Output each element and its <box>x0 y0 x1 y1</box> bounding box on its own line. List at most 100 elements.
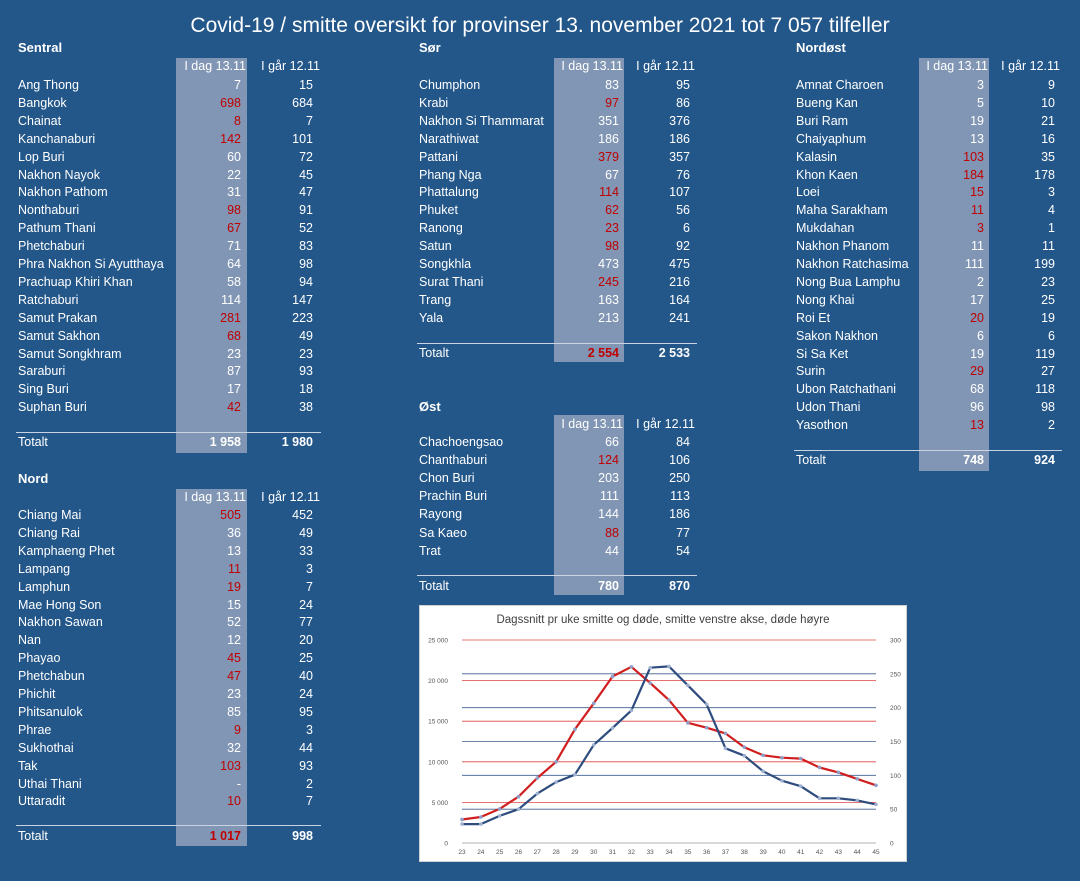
table-row: Pattani 379 357 <box>417 148 697 166</box>
table-row: Surat Thani 245 216 <box>417 273 697 291</box>
table-row: Sa Kaeo 88 77 <box>417 524 697 542</box>
cases-yesterday: 33 <box>299 543 313 558</box>
x-tick-label: 32 <box>628 849 636 856</box>
province-name: Prachuap Khiri Khan <box>18 274 133 289</box>
cases-today: 60 <box>227 149 241 164</box>
table-row: Narathiwat 186 186 <box>417 130 697 148</box>
cases-today: 114 <box>221 292 241 307</box>
cases-yesterday: 95 <box>676 78 690 92</box>
table-row: Phuket 62 56 <box>417 201 697 219</box>
cases-today: 17 <box>970 292 984 307</box>
cases-today: 88 <box>605 525 619 540</box>
cases-today: 6 <box>977 328 984 343</box>
cases-yesterday: 250 <box>669 471 690 486</box>
table-row: Phetchabun 47 40 <box>16 667 321 685</box>
region-title: Nord <box>18 471 49 486</box>
cases-today: 15 <box>970 185 984 200</box>
cases-yesterday: 77 <box>299 615 313 630</box>
deaths-point <box>761 769 765 774</box>
table-row: Samut Songkhram 23 23 <box>16 345 321 363</box>
deaths-point <box>686 683 690 688</box>
total-yesterday: 924 <box>1034 453 1055 467</box>
province-name: Phra Nakhon Si Ayutthaya <box>18 257 164 271</box>
deaths-point <box>573 772 577 777</box>
table-row: Satun 98 92 <box>417 237 697 255</box>
col-header-yesterday: I går 12.11 <box>636 417 695 431</box>
weekly-average-chart: Dagssnitt pr uke smitte og døde, smitte … <box>419 605 907 862</box>
table-row: Phang Nga 67 76 <box>417 166 697 184</box>
total-label: Totalt <box>419 579 449 593</box>
deaths-point <box>497 814 502 818</box>
cases-today: 13 <box>227 543 241 558</box>
cases-yesterday: 15 <box>299 78 313 92</box>
province-name: Phuket <box>419 203 458 218</box>
deaths-point <box>836 796 841 801</box>
province-name: Chon Buri <box>419 471 475 486</box>
cases-today: - <box>236 776 241 791</box>
cases-yesterday: 92 <box>676 239 690 254</box>
today-column-highlight <box>176 489 247 846</box>
cases-today: 3 <box>977 78 984 92</box>
x-tick-label: 40 <box>778 849 786 856</box>
table-row: Rayong 144 186 <box>417 505 697 523</box>
x-tick-label: 38 <box>741 849 749 856</box>
cases-today: 42 <box>227 400 241 415</box>
col-header-yesterday: I går 12.11 <box>261 59 320 73</box>
cases-today: 245 <box>598 274 619 289</box>
province-name: Chaiyaphum <box>796 131 867 146</box>
province-name: Amnat Charoen <box>796 78 884 92</box>
cases-today: 12 <box>227 633 241 648</box>
province-name: Rayong <box>419 507 463 522</box>
cases-yesterday: 452 <box>292 508 313 522</box>
x-tick-label: 43 <box>835 849 843 856</box>
deaths-point <box>535 791 540 796</box>
infections-point <box>479 815 483 819</box>
col-header-today: I dag 13.11 <box>184 59 246 73</box>
cases-today: 67 <box>227 221 241 236</box>
cases-today: 29 <box>970 364 984 379</box>
province-name: Chainat <box>18 113 62 128</box>
total-label: Totalt <box>796 453 826 467</box>
province-name: Maha Sarakham <box>796 203 888 218</box>
infections-point <box>648 681 652 685</box>
cases-today: 85 <box>227 704 241 719</box>
province-name: Kalasin <box>796 149 837 164</box>
table-row: Nakhon Nayok 22 45 <box>16 166 321 184</box>
table-row: Mae Hong Son 15 24 <box>16 596 321 614</box>
cases-yesterday: 147 <box>292 292 313 307</box>
table-row: Phrae 9 3 <box>16 721 321 739</box>
table-row: Ratchaburi 114 147 <box>16 291 321 309</box>
x-tick-label: 34 <box>665 849 673 856</box>
total-row: Totalt 748 924 <box>794 451 1062 469</box>
table-row: Lamphun 19 7 <box>16 578 321 596</box>
cases-today: 68 <box>227 328 241 343</box>
infections-point <box>535 776 540 780</box>
cases-today: 36 <box>227 525 241 540</box>
today-column-highlight <box>919 58 989 471</box>
cases-yesterday: 9 <box>1048 78 1055 92</box>
table-row: Phetchaburi 71 83 <box>16 237 321 255</box>
province-name: Lop Buri <box>18 149 65 164</box>
cases-yesterday: 101 <box>292 131 313 146</box>
cases-today: 52 <box>227 615 241 630</box>
table-row: Trang 163 164 <box>417 291 697 309</box>
infections-point <box>780 755 784 760</box>
deaths-point <box>874 802 878 807</box>
cases-today: 124 <box>598 453 619 468</box>
cases-yesterday: 118 <box>1035 382 1055 397</box>
province-name: Ratchaburi <box>18 292 79 307</box>
x-tick-label: 27 <box>534 849 542 856</box>
col-header-today: I dag 13.11 <box>561 59 623 73</box>
province-name: Yasothon <box>796 418 848 433</box>
cases-yesterday: 199 <box>1034 257 1055 271</box>
cases-today: 186 <box>598 131 619 146</box>
province-name: Yala <box>419 310 444 325</box>
table-row: Nong Bua Lamphu 2 23 <box>794 273 1062 291</box>
cases-yesterday: 98 <box>1041 400 1055 415</box>
deaths-point <box>855 798 859 803</box>
province-name: Nakhon Phanom <box>796 239 890 254</box>
cases-today: 23 <box>605 221 619 236</box>
infections-point <box>629 664 634 669</box>
province-name: Chiang Mai <box>18 508 82 522</box>
province-name: Ranong <box>419 221 463 236</box>
